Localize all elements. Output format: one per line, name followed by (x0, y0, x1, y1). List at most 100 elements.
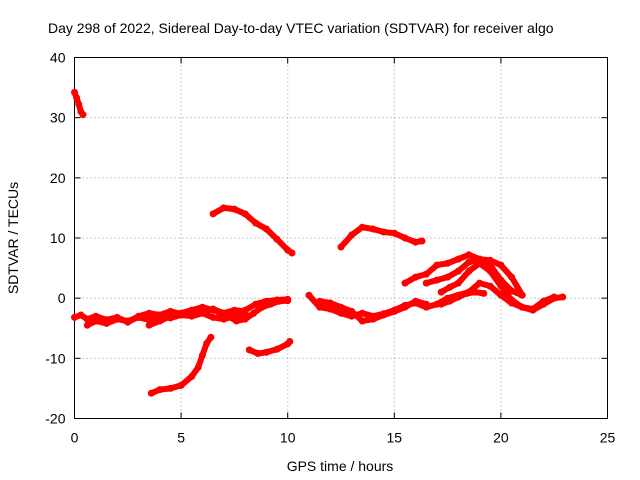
data-point (454, 255, 462, 263)
data-point (337, 303, 345, 311)
series-layer (71, 88, 567, 397)
series-arc-7 (209, 204, 296, 257)
series-arc-15 (437, 288, 488, 308)
data-point (422, 300, 430, 308)
data-point (401, 234, 409, 242)
data-point (262, 225, 270, 233)
data-point (540, 297, 547, 305)
series-arc-8 (245, 338, 294, 357)
data-point (550, 293, 558, 301)
data-point (273, 235, 281, 243)
data-point (454, 267, 462, 275)
data-point (369, 315, 377, 323)
data-point (486, 256, 494, 264)
data-point (508, 287, 516, 295)
data-point (348, 307, 356, 315)
data-point (401, 303, 409, 311)
data-point (326, 299, 334, 307)
data-point (267, 300, 275, 308)
data-point (79, 111, 87, 119)
data-point (497, 291, 505, 299)
series-line (423, 256, 526, 299)
data-point (437, 300, 445, 308)
y-tick-label: -20 (45, 411, 65, 427)
data-point (177, 309, 185, 317)
data-point (486, 282, 494, 290)
data-point (337, 309, 345, 317)
data-point (230, 205, 238, 213)
data-point (220, 204, 228, 212)
data-point (258, 303, 266, 311)
plot-frame (74, 57, 608, 419)
data-point (465, 258, 473, 266)
data-point (166, 384, 174, 392)
series-arc-11 (337, 223, 426, 251)
data-point (188, 372, 196, 380)
data-point (73, 94, 81, 102)
x-tick-label: 5 (177, 430, 185, 446)
y-tick-label: 10 (50, 230, 66, 246)
data-point (497, 282, 505, 290)
data-point (390, 229, 398, 237)
data-point (75, 100, 83, 108)
data-point (337, 243, 345, 251)
x-tick-label: 20 (493, 430, 509, 446)
data-point (273, 345, 281, 353)
data-point (188, 312, 196, 320)
data-point (465, 267, 473, 275)
series-arc-14 (437, 259, 558, 313)
data-point (497, 261, 505, 269)
data-point (412, 238, 420, 246)
data-point (358, 317, 366, 325)
data-point (224, 312, 232, 320)
data-point (444, 273, 452, 281)
data-point (245, 346, 253, 354)
data-point (275, 297, 283, 305)
data-point (518, 291, 526, 299)
data-point (92, 317, 100, 325)
data-point (471, 288, 479, 296)
data-point (147, 389, 155, 397)
data-point (454, 293, 462, 301)
x-tick-label: 0 (71, 430, 79, 446)
data-point (559, 293, 567, 301)
data-point (508, 296, 516, 304)
data-point (166, 312, 174, 320)
data-point (254, 350, 262, 357)
data-point (209, 313, 217, 321)
data-point (288, 249, 296, 257)
data-point (233, 317, 240, 325)
data-point (465, 251, 473, 259)
data-point (252, 219, 260, 227)
data-point (71, 313, 78, 321)
x-axis-title: GPS time / hours (287, 458, 394, 474)
data-point (412, 273, 420, 281)
y-tick-label: 20 (50, 170, 66, 186)
y-axis-title: SDTVAR / TECUs (5, 182, 21, 294)
series-arc-13 (422, 255, 526, 299)
data-point (446, 297, 454, 305)
series-arc-5 (216, 297, 292, 325)
data-point (203, 339, 211, 347)
data-point (412, 297, 420, 305)
grid-layer (74, 57, 608, 419)
data-point (145, 321, 153, 329)
data-point (71, 88, 78, 96)
data-point (198, 309, 206, 317)
data-point (476, 279, 484, 287)
data-point (241, 315, 249, 323)
data-point (369, 225, 377, 233)
data-point (250, 309, 258, 317)
y-tick-label: 0 (58, 290, 66, 306)
data-point (486, 267, 494, 275)
data-point (480, 289, 488, 297)
data-point (216, 309, 223, 317)
series-arc-1 (71, 88, 87, 119)
data-point (209, 210, 217, 218)
y-tick-label: 40 (50, 50, 66, 66)
data-point (209, 306, 217, 314)
data-point (305, 291, 313, 299)
data-point (422, 279, 430, 287)
ticks-layer: 0 5 10 15 20 25 -20 -10 0 10 20 30 40 (45, 50, 615, 446)
